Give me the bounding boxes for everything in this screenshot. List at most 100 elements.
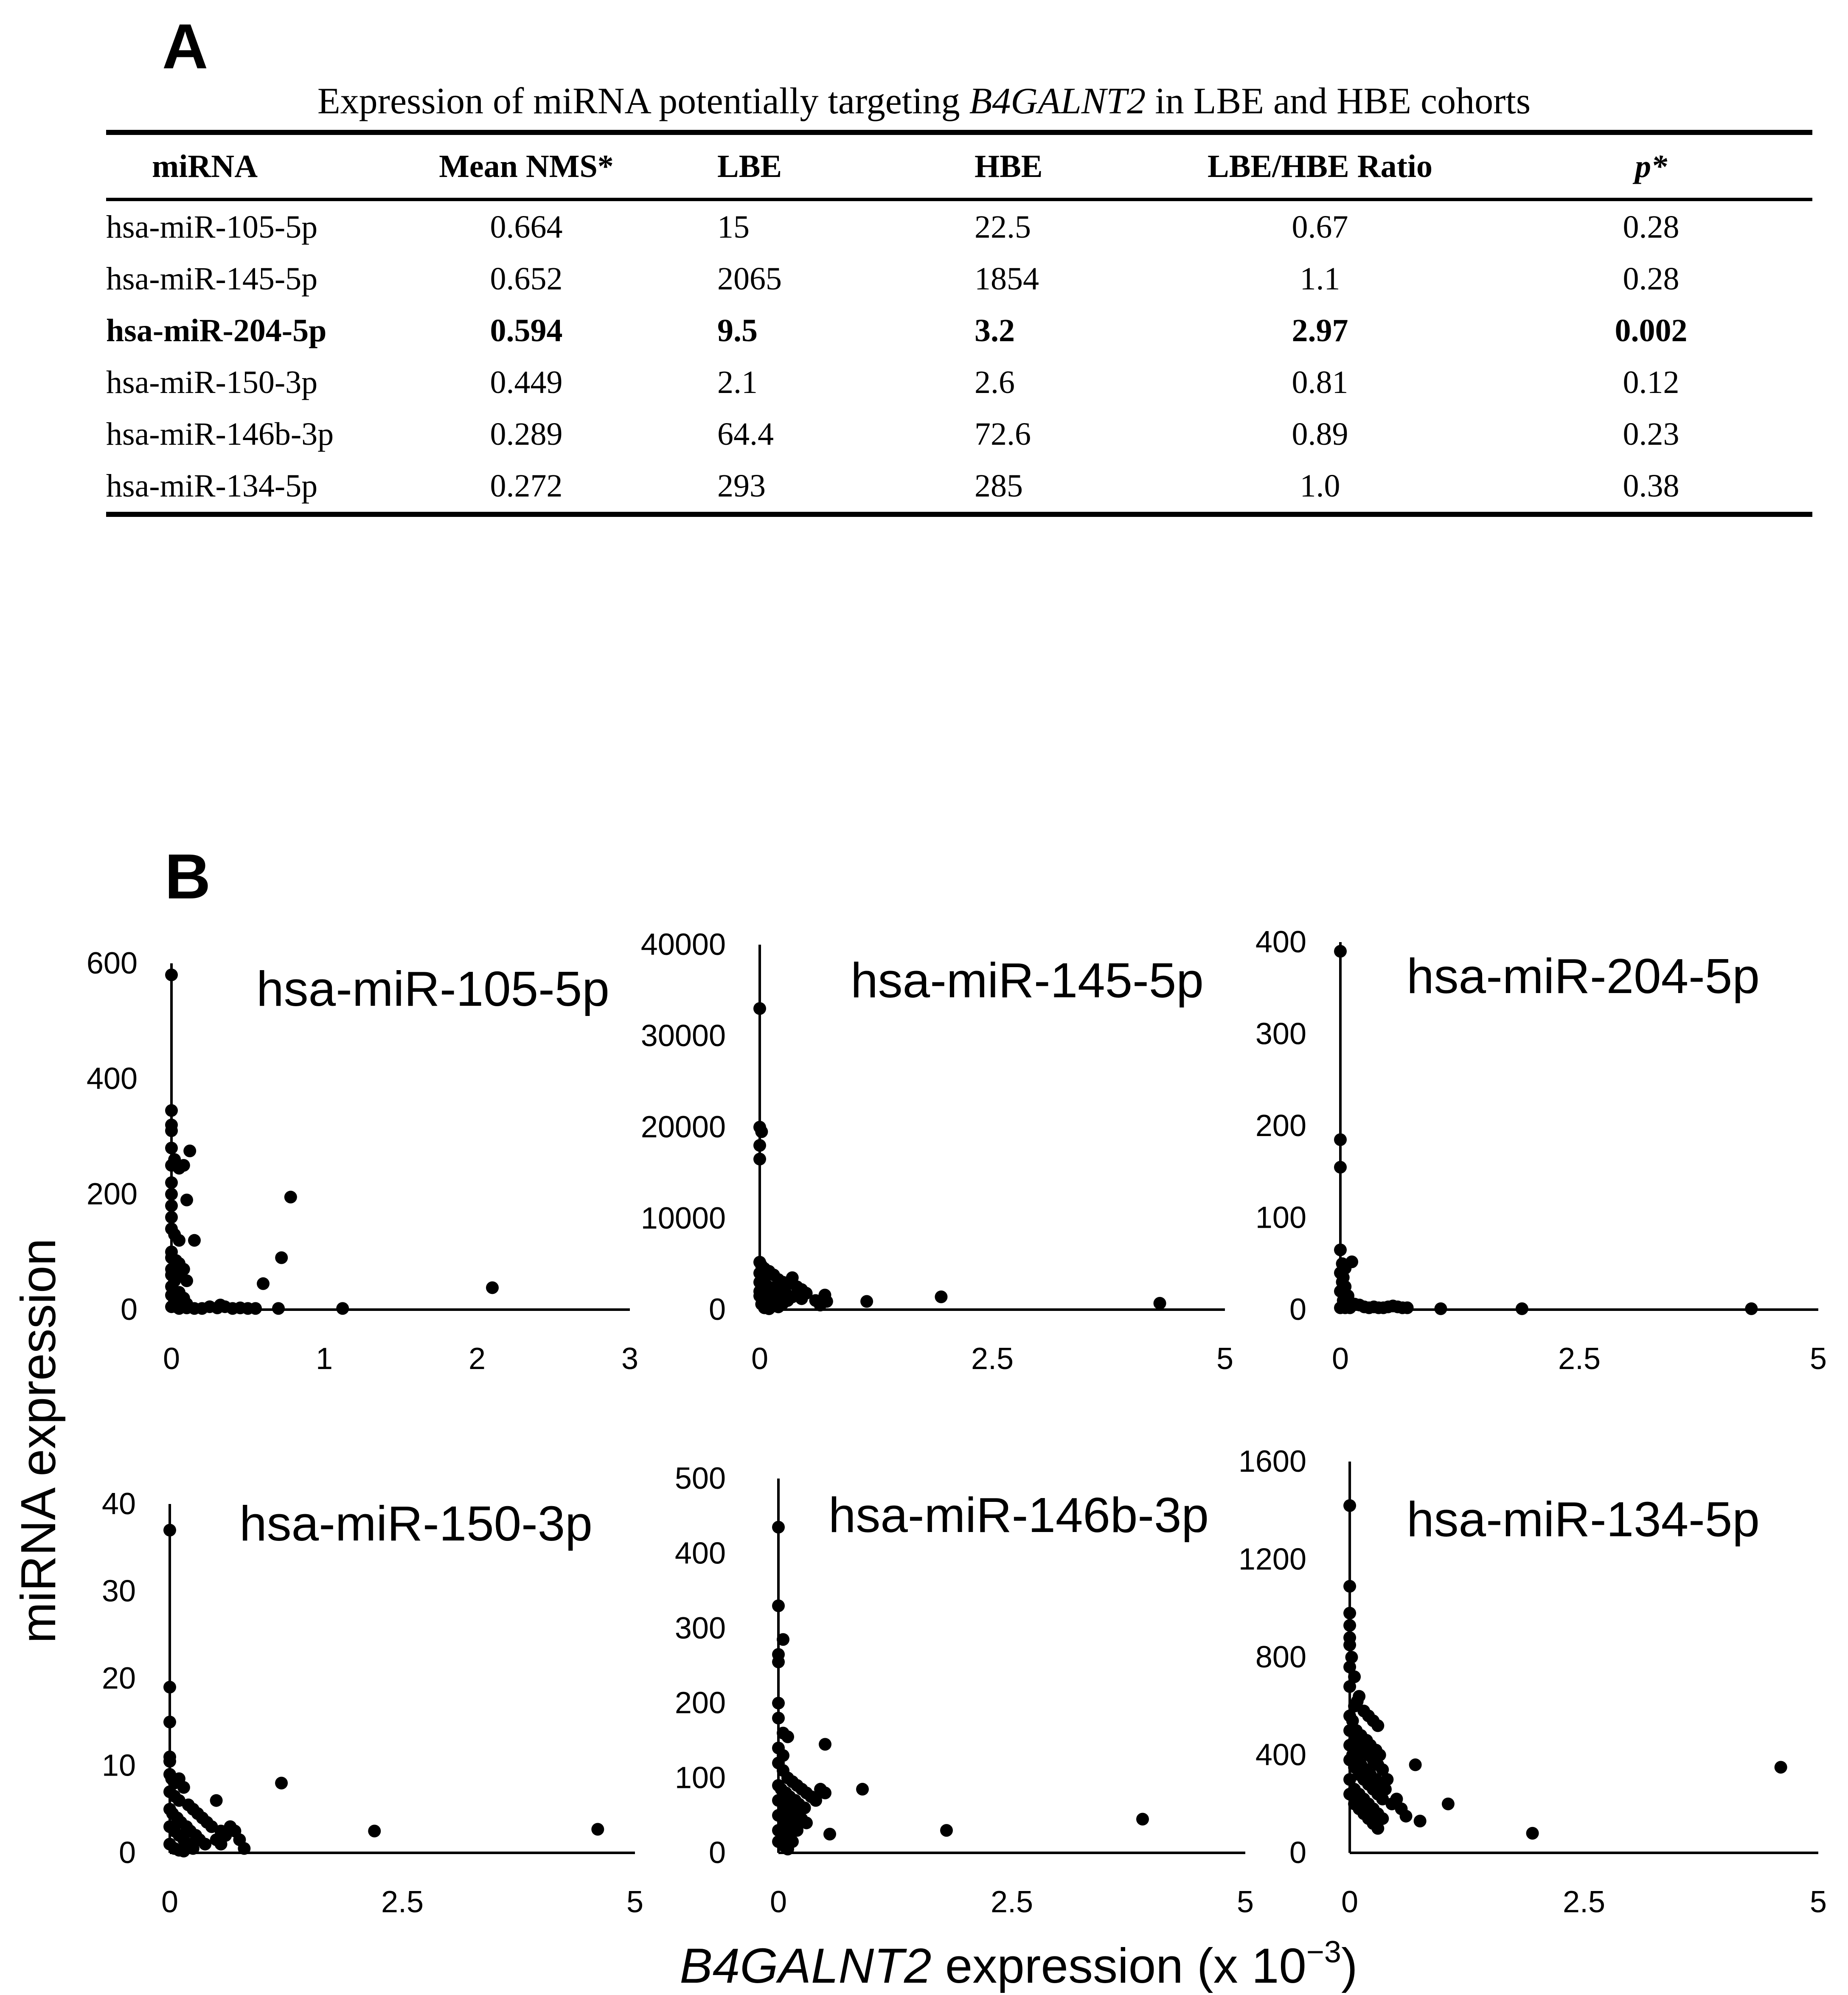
data-point [284,1190,297,1204]
data-point [1774,1761,1787,1774]
data-point [272,1302,285,1315]
panel-b-label: B [165,841,211,912]
y-tick-label: 500 [675,1462,726,1496]
cell-mirna: hsa-miR-134-5p [106,468,318,504]
table-row-highlighted: hsa-miR-204-5p 0.594 9.5 3.2 2.97 0.002 [106,305,1812,356]
column-header-lbe: LBE [717,148,782,184]
cell-mirna: hsa-miR-105-5p [106,209,318,245]
data-point [165,1199,178,1212]
cell-p: 0.23 [1623,416,1679,452]
data-point [819,1786,831,1799]
cell-lbe: 293 [717,468,766,504]
column-header-mean-nms: Mean NMS* [439,148,614,184]
plot-title: hsa-miR-105-5p [256,961,609,1016]
data-point [1334,1161,1347,1174]
x-axis-label-text: expression (x 10 [932,1938,1306,1993]
data-point [173,1234,185,1247]
cell-ratio: 0.67 [1292,209,1348,245]
plot-title: hsa-miR-146b-3p [829,1487,1209,1543]
column-header-p: p* [1635,148,1667,184]
x-tick-label: 0 [1341,1885,1358,1919]
cell-lbe: 2065 [717,261,782,297]
cell-p: 0.12 [1623,364,1679,400]
scatter-plot: 0 100 200 300 400 500 0 2.5 5 hsa-miR-146b-3p [675,1462,1254,1919]
cell-hbe: 2.6 [975,364,1015,400]
data-point [1376,1763,1389,1776]
data-point [1343,1724,1357,1737]
y-tick-label: 400 [675,1536,726,1570]
x-tick-label: 5 [1810,1885,1827,1919]
cell-hbe: 22.5 [975,209,1031,245]
x-tick-label: 0 [751,1342,768,1376]
data-point [940,1824,953,1837]
data-point [781,1843,794,1856]
data-point [163,1524,176,1537]
column-header-mirna: miRNA [152,148,258,184]
data-point [772,1599,785,1612]
y-tick-label: 40000 [641,928,726,962]
x-tick-label: 5 [1810,1342,1827,1376]
data-point [1334,1243,1347,1257]
data-point [772,1521,785,1534]
y-tick-label: 1200 [1239,1543,1306,1577]
data-point [257,1277,270,1290]
cell-mirna: hsa-miR-150-3p [106,364,318,400]
column-header-hbe: HBE [975,148,1043,184]
cell-ratio: 0.81 [1292,364,1348,400]
cell-lbe: 2.1 [717,364,758,400]
data-point [1343,1639,1357,1652]
data-point [214,1838,227,1851]
data-point [753,1153,766,1166]
data-point [1136,1813,1149,1826]
data-point [183,1145,197,1157]
table-title-before: Expression of miRNA potentially targetin… [317,81,969,122]
cell-p: 0.28 [1623,209,1679,245]
data-point [1401,1301,1414,1314]
data-point [1346,1714,1359,1727]
cell-nms: 0.594 [490,312,563,348]
cell-hbe: 1854 [975,261,1039,297]
data-point [165,968,178,982]
data-point [165,1124,178,1137]
y-tick-label: 300 [675,1611,726,1645]
mirna-expression-table: miRNA Mean NMS* LBE HBE LBE/HBE Ratio p*… [106,130,1812,517]
y-tick-label: 0 [119,1836,136,1870]
y-tick-label: 200 [87,1177,138,1211]
cell-p: 0.28 [1623,261,1679,297]
cell-nms: 0.272 [490,468,563,504]
x-axis-label-close: ) [1341,1938,1358,1993]
y-tick-label: 200 [1255,1109,1306,1143]
data-point [1390,1793,1403,1806]
cell-nms: 0.652 [490,261,563,297]
data-point [860,1295,873,1308]
plot-title: hsa-miR-145-5p [851,953,1204,1008]
data-point [755,1125,768,1138]
data-point [336,1302,349,1315]
y-tick-label: 1600 [1239,1445,1306,1479]
y-tick-label: 600 [87,946,138,980]
data-point [486,1281,499,1294]
data-point [238,1842,251,1855]
data-point [165,1104,178,1117]
data-point [1434,1302,1447,1315]
x-tick-label: 5 [626,1885,643,1919]
y-tick-label: 40 [102,1487,136,1521]
data-point [165,1211,178,1224]
data-point [820,1295,833,1308]
data-point [809,1794,822,1807]
table-title-after: in LBE and HBE cohorts [1146,81,1531,122]
table-title-gene: B4GALNT2 [969,81,1146,122]
data-point [823,1827,836,1841]
data-point [368,1824,381,1838]
y-tick-label: 30000 [641,1019,726,1053]
data-point [781,1730,794,1743]
x-tick-label: 0 [1332,1342,1349,1376]
data-point [1345,1651,1358,1664]
y-tick-label: 800 [1255,1640,1306,1674]
y-tick-label: 400 [1255,1738,1306,1772]
mirna-expression-table-wrapper: miRNA Mean NMS* LBE HBE LBE/HBE Ratio p*… [106,130,1812,517]
data-point [275,1251,288,1264]
x-tick-label: 3 [621,1342,638,1376]
data-point [753,1002,766,1015]
cell-ratio: 1.1 [1300,261,1340,297]
